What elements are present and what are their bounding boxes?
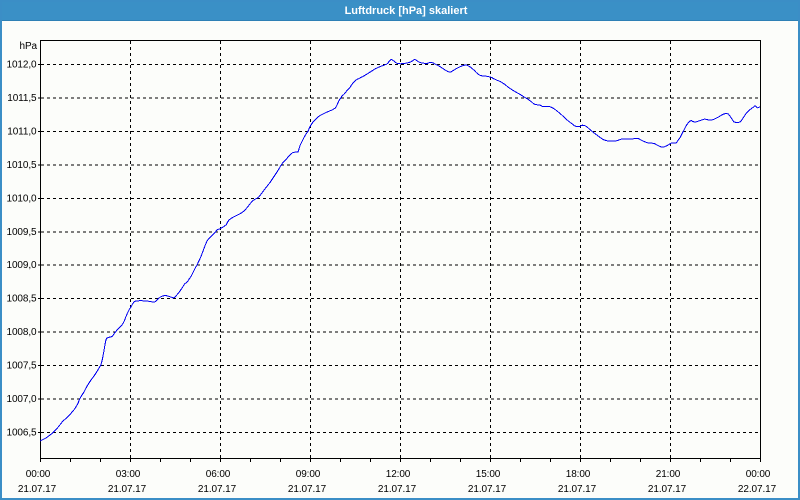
svg-text:21.07.17: 21.07.17 (108, 484, 147, 495)
svg-text:21.07.17: 21.07.17 (198, 484, 237, 495)
svg-text:21.07.17: 21.07.17 (558, 484, 597, 495)
svg-text:Luftdruck [hPa] skaliert: Luftdruck [hPa] skaliert (345, 5, 468, 17)
svg-text:22.07.17: 22.07.17 (738, 484, 777, 495)
svg-text:1008,0: 1008,0 (7, 327, 38, 338)
svg-text:1010,5: 1010,5 (7, 160, 38, 171)
svg-text:1007,0: 1007,0 (7, 394, 38, 405)
svg-text:1006,5: 1006,5 (7, 428, 38, 439)
svg-text:1011,5: 1011,5 (7, 93, 37, 104)
svg-text:1009,5: 1009,5 (7, 227, 38, 238)
svg-text:18:00: 18:00 (566, 469, 591, 480)
svg-text:1011,0: 1011,0 (7, 126, 37, 137)
svg-text:21.07.17: 21.07.17 (378, 484, 417, 495)
svg-text:03:00: 03:00 (116, 469, 141, 480)
svg-text:1010,0: 1010,0 (7, 193, 38, 204)
svg-text:1008,5: 1008,5 (7, 294, 38, 305)
svg-text:21.07.17: 21.07.17 (468, 484, 507, 495)
svg-text:1009,0: 1009,0 (7, 260, 38, 271)
svg-text:06:00: 06:00 (206, 469, 231, 480)
svg-text:21:00: 21:00 (656, 469, 681, 480)
svg-text:00:00: 00:00 (746, 469, 771, 480)
svg-text:hPa: hPa (20, 41, 38, 52)
svg-text:1007,5: 1007,5 (7, 361, 38, 372)
svg-text:1012,0: 1012,0 (7, 60, 38, 71)
svg-text:21.07.17: 21.07.17 (18, 484, 57, 495)
svg-text:21.07.17: 21.07.17 (288, 484, 327, 495)
svg-text:09:00: 09:00 (296, 469, 321, 480)
svg-text:15:00: 15:00 (476, 469, 501, 480)
svg-text:21.07.17: 21.07.17 (648, 484, 687, 495)
svg-text:12:00: 12:00 (386, 469, 411, 480)
svg-text:00:00: 00:00 (26, 469, 51, 480)
